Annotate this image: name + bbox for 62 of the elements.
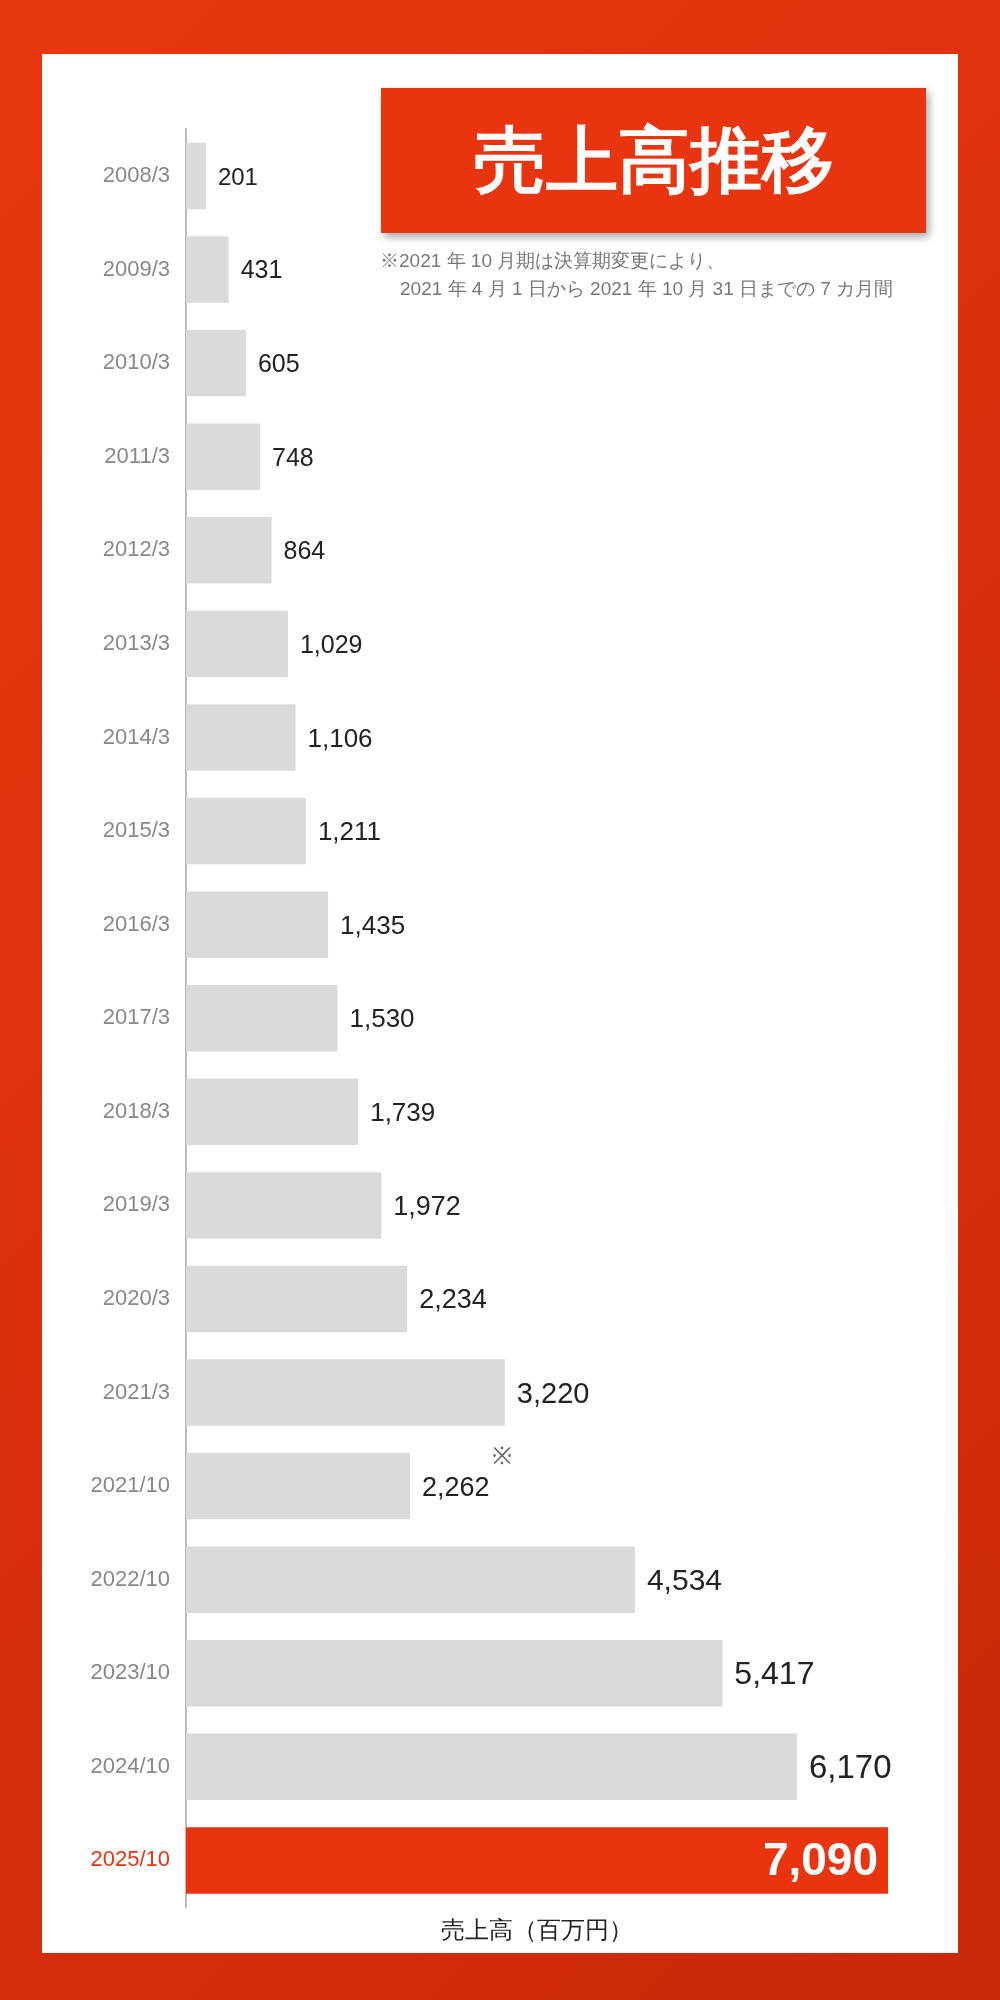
bar: [186, 704, 296, 771]
bar: [186, 1827, 888, 1894]
data-label: 201: [217, 162, 258, 190]
bar: [186, 142, 206, 210]
bar: [186, 797, 306, 865]
data-label: 7,090: [762, 1833, 878, 1886]
y-tick-label: 2021/3: [102, 1378, 170, 1404]
annotation: ※: [492, 1441, 512, 1471]
data-label: 1,530: [349, 1003, 415, 1034]
data-label: 864: [283, 536, 326, 565]
data-label: 1,211: [317, 816, 382, 847]
data-label: 1,029: [299, 629, 363, 658]
bar: [186, 329, 246, 397]
bar: [186, 1265, 408, 1333]
data-label: 6,170: [808, 1747, 892, 1785]
bar: [186, 1546, 635, 1613]
annotation: 2021 年 4 月 1 日から 2021 年 10 月 31 日までの 7 カ月間: [400, 277, 894, 301]
data-label: 431: [240, 255, 283, 284]
x-axis-title: 売上高（百万円）: [441, 1916, 633, 1944]
y-tick-label: 2010/3: [102, 349, 170, 375]
data-label: 748: [272, 442, 314, 471]
data-label: 4,534: [646, 1562, 722, 1596]
data-label: 605: [257, 349, 300, 378]
data-label: 1,435: [340, 909, 406, 940]
y-tick-label: 2012/3: [102, 536, 170, 562]
y-tick-label: 2024/10: [90, 1752, 170, 1778]
bar: [186, 517, 272, 584]
bar: [186, 236, 229, 303]
data-label: 1,739: [370, 1096, 436, 1127]
y-tick-label: 2022/10: [90, 1565, 170, 1591]
y-tick-label: 2025/10: [90, 1846, 170, 1872]
y-tick-label: 2014/3: [102, 723, 170, 749]
data-label: 1,972: [393, 1190, 461, 1221]
annotation: ※2021 年 10 月期は決算期変更により、: [380, 249, 726, 273]
bar: [186, 891, 329, 958]
y-tick-label: 2019/3: [102, 1191, 170, 1217]
bar: [186, 1172, 382, 1239]
data-label: 5,417: [734, 1655, 815, 1692]
y-tick-label: 2009/3: [102, 255, 170, 281]
y-tick-label: 2020/3: [102, 1285, 170, 1310]
y-tick-label: 2013/3: [102, 629, 170, 655]
y-tick-label: 2023/10: [90, 1659, 170, 1685]
bar: [186, 1078, 359, 1145]
bar: [186, 1359, 505, 1426]
data-label: 3,220: [516, 1376, 590, 1409]
bar: [186, 1640, 723, 1707]
bar: [186, 610, 288, 678]
bar: [186, 423, 261, 490]
data-label: 1,106: [307, 722, 373, 753]
y-tick-label: 2018/3: [102, 1097, 170, 1123]
y-tick-label: 2008/3: [102, 162, 170, 188]
y-tick-label: 2016/3: [102, 910, 170, 936]
chart-title: 売上高推移: [381, 88, 926, 233]
bar: [186, 1733, 797, 1801]
data-label: 2,234: [419, 1284, 487, 1315]
y-tick-label: 2011/3: [104, 442, 170, 468]
data-label: 2,262: [421, 1471, 490, 1502]
y-tick-label: 2015/3: [102, 817, 170, 843]
bar: [186, 1452, 410, 1520]
bar: [186, 984, 338, 1052]
y-tick-label: 2017/3: [102, 1004, 170, 1030]
y-tick-label: 2021/10: [90, 1472, 170, 1498]
